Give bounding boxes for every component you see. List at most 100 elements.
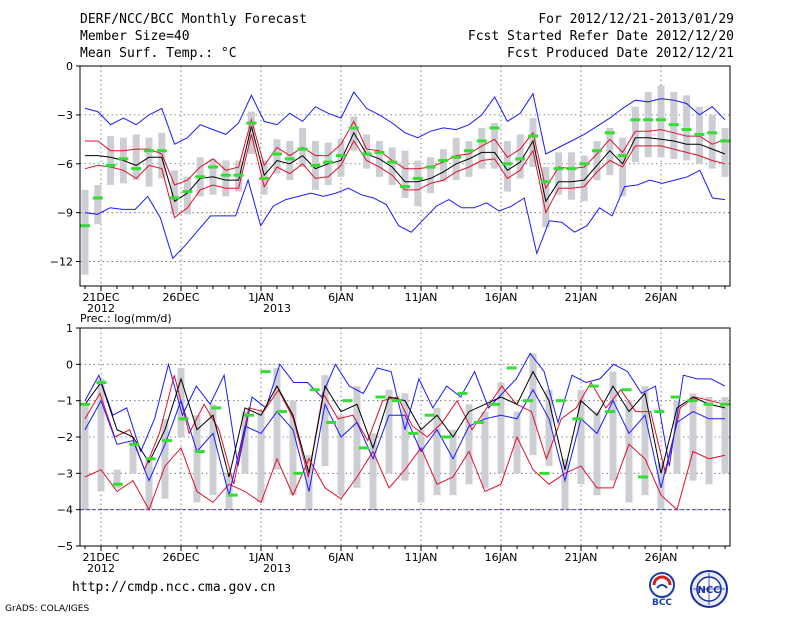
chart2-range-box (385, 389, 393, 474)
start-date: Fcst Started Refer Date 2012/12/20 (467, 29, 734, 44)
chart2-median-marker (80, 402, 90, 406)
chart2-y-tick-label: −3 (57, 467, 73, 480)
chart1-range-box (145, 137, 153, 187)
chart2-range-box (721, 397, 729, 474)
chart2-range-box (609, 371, 617, 481)
chart2-range-box (625, 400, 633, 503)
bcc-logo: BCC (649, 572, 675, 608)
chart2-median-marker (391, 399, 402, 403)
chart1-median-marker (220, 173, 231, 177)
chart1-range-box (452, 137, 460, 181)
chart1-range-box (478, 127, 486, 169)
chart1-median-marker (361, 152, 372, 156)
chart1-range-box (94, 184, 102, 225)
chart2-median-marker (96, 381, 107, 384)
chart2-median-marker (703, 402, 714, 406)
chart1-range-box (708, 114, 716, 169)
chart1-median-marker (400, 185, 410, 189)
chart2-x-tick-label: 16JAN (485, 551, 518, 564)
chart2-range-box (353, 386, 361, 488)
chart2-x-tick-label: 11JAN (405, 551, 438, 564)
chart2-y-tick-label: −4 (57, 504, 73, 517)
chart1-x-tick-label: 21JAN (565, 291, 598, 304)
chart2-range-box (225, 473, 233, 510)
chart2-range-box (433, 407, 441, 496)
chart1-median-marker (592, 149, 602, 153)
ncc-logo: NCC (690, 570, 728, 608)
produced-date: Fcst Produced Date 2012/12/21 (507, 46, 734, 61)
chart2-median-marker (605, 410, 616, 414)
chart1-series-mean (85, 126, 726, 203)
chart2-range-box (545, 389, 553, 467)
chart1-range-box (657, 85, 665, 158)
chart2-median-marker (687, 399, 698, 403)
chart1-x-tick-label: 11JAN (405, 291, 438, 304)
chart2-median-marker (293, 471, 304, 475)
chart2-year-label: 2013 (263, 562, 291, 575)
chart2-median-marker (375, 395, 386, 399)
chart2-median-marker (162, 439, 173, 443)
chart2-panel: 1 0 −1 −2 −3 −4 −5 21DEC 26DEC 1JAN 6JAN 11JAN 16JAN… (57, 322, 731, 575)
chart2-median-marker (178, 417, 189, 421)
chart1-median-marker (630, 118, 641, 122)
chart2-series-upper (84, 375, 726, 485)
chart1-median-marker (182, 189, 193, 193)
chart1-median-marker (502, 162, 513, 166)
chart1-range-box (427, 157, 435, 194)
chart1-median-marker (387, 160, 398, 164)
chart1-range-box (286, 140, 294, 181)
chart2-median-marker (309, 388, 320, 392)
chart1-range-box (644, 92, 652, 158)
chart2-range-box (273, 367, 281, 470)
chart2-range-box (673, 400, 681, 474)
chart1-median-marker (297, 147, 308, 151)
bcc-logo-text: BCC (652, 598, 672, 608)
chart2-x-tick-label: 26JAN (645, 551, 678, 564)
chart2-range-box (161, 418, 169, 499)
chart2-range-box (97, 378, 105, 492)
chart1-range-box (516, 134, 524, 179)
chart2-median-marker (112, 482, 123, 486)
chart1-series-lower (84, 134, 726, 219)
chart1-y-tick-label: −3 (57, 109, 73, 122)
chart1-range-box (273, 139, 281, 174)
chart2-range-box (497, 382, 505, 474)
forecast-period: For 2012/12/21-2013/01/29 (538, 12, 734, 27)
chart1-range-box (158, 132, 166, 179)
chart1-range-box (171, 170, 179, 215)
chart1-median-marker (566, 167, 577, 171)
grads-credit: GrADS: COLA/IGES (5, 604, 90, 614)
chart2-x-tick-label: 21JAN (565, 551, 598, 564)
chart1-x-tick-label: 16JAN (485, 291, 518, 304)
chart1-range-box (183, 176, 191, 215)
chart1-range-box (593, 140, 601, 181)
chart2-median-marker (129, 442, 140, 446)
chart1-median-marker (131, 167, 142, 171)
chart1-median-marker (144, 149, 154, 153)
website-url[interactable]: http://cmdp.ncc.cma.gov.cn (72, 580, 276, 595)
chart2-median-marker (654, 410, 665, 414)
chart1-x-tick-label: 26JAN (645, 291, 678, 304)
chart1-range-box (388, 147, 396, 185)
chart1-median-marker (540, 180, 551, 184)
chart2-range-box (465, 404, 473, 485)
chart2-range-box (513, 411, 521, 474)
chart2-median-marker (506, 366, 517, 370)
chart1-range-box (580, 155, 588, 202)
chart2-x-tick-label: 21DEC (82, 551, 119, 564)
chart1-x-tick-label: 1JAN (248, 291, 274, 304)
chart2-range-box (113, 469, 121, 488)
chart1-median-marker (272, 152, 282, 156)
chart1-median-marker (284, 157, 295, 161)
chart2-range-box (593, 411, 601, 496)
chart2-series-lower (84, 435, 726, 511)
chart2-range-box (561, 458, 569, 510)
chart1-range-box (81, 189, 89, 275)
chart2-range-box (145, 458, 153, 510)
chart1-median-marker (668, 123, 679, 127)
chart1-median-marker (348, 126, 359, 130)
chart2-median-marker (408, 431, 419, 435)
chart1-range-box (683, 95, 691, 161)
chart2-median-marker (326, 420, 337, 424)
